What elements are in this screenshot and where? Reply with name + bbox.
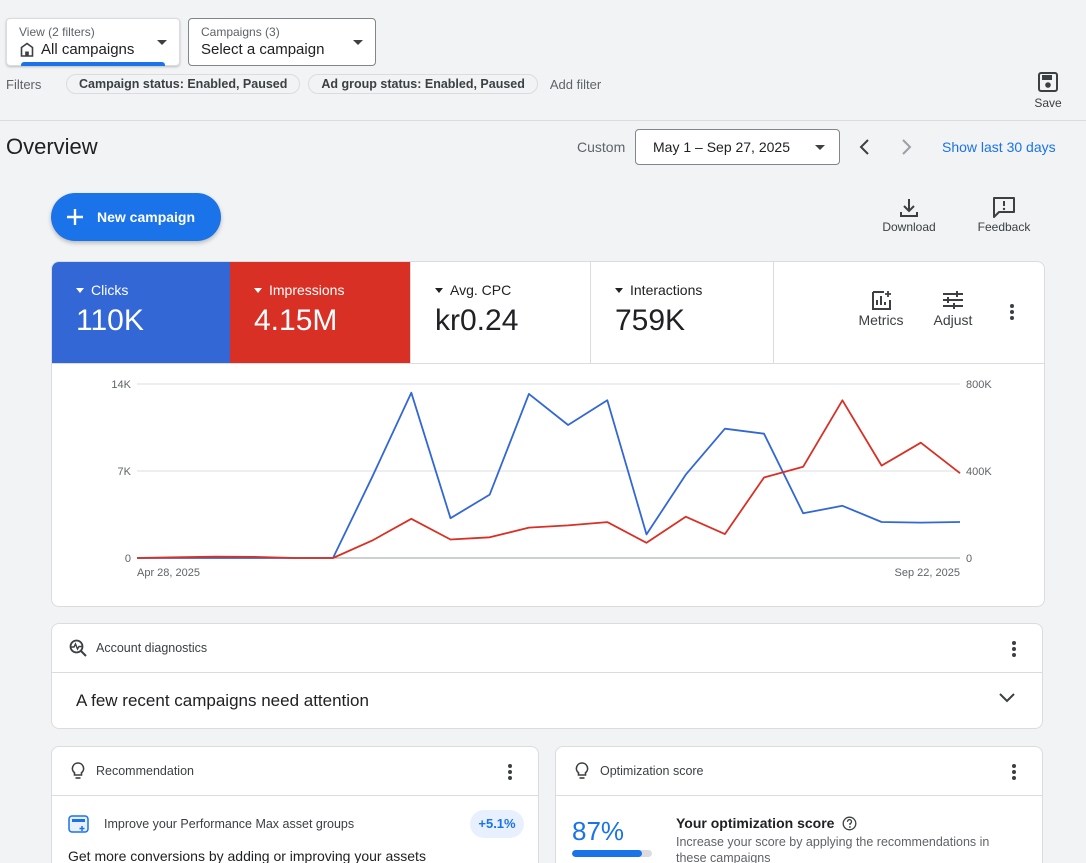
chevron-right-icon[interactable] — [896, 137, 916, 157]
y-right-tick-label: 0 — [966, 553, 972, 565]
new-campaign-label: New campaign — [97, 209, 196, 225]
optimization-heading: Your optimization score — [676, 815, 857, 831]
optimization-heading-text: Your optimization score — [676, 815, 835, 831]
filters-label: Filters — [6, 76, 42, 92]
campaign-picker[interactable]: Campaigns (3) Select a campaign — [188, 18, 376, 66]
chevron-down-icon[interactable] — [998, 692, 1016, 704]
x-tick-label-end: Sep 22, 2025 — [895, 567, 960, 579]
add-chart-icon — [872, 291, 891, 310]
chevron-down-icon — [157, 40, 167, 45]
more-vert-icon[interactable] — [1010, 640, 1018, 658]
date-custom-label: Custom — [577, 139, 626, 155]
scorecard-name: Clicks — [91, 282, 129, 298]
y-left-tick-label: 14K — [111, 379, 131, 391]
chevron-down-icon — [815, 145, 825, 150]
series-line-impressions — [136, 399, 961, 559]
date-range-value: May 1 – Sep 27, 2025 — [653, 139, 790, 155]
view-picker-caption: View (2 filters) — [19, 25, 95, 39]
filter-chip-campaign-status[interactable]: Campaign status: Enabled, Paused — [66, 74, 301, 94]
date-range-select[interactable]: May 1 – Sep 27, 2025 — [635, 129, 840, 165]
dropdown-triangle-icon[interactable] — [615, 287, 623, 293]
lightbulb-icon — [575, 762, 589, 779]
save-button[interactable]: Save — [1030, 72, 1066, 110]
page-title: Overview — [6, 134, 98, 159]
header-divider — [0, 120, 1086, 121]
view-picker-underline — [21, 62, 165, 66]
save-icon — [1038, 72, 1058, 92]
campaign-picker-caption: Campaigns (3) — [201, 25, 280, 39]
plus-icon — [67, 209, 83, 225]
scorecard-impressions[interactable]: Impressions 4.15M — [230, 262, 410, 363]
view-picker[interactable]: View (2 filters) All campaigns — [6, 18, 180, 66]
dropdown-triangle-icon[interactable] — [254, 287, 262, 293]
more-vert-icon[interactable] — [1010, 763, 1018, 781]
scorecard-name: Impressions — [269, 282, 345, 298]
download-button[interactable]: Download — [876, 196, 942, 234]
uplift-badge: +5.1% — [470, 810, 524, 838]
y-left-tick-label: 7K — [118, 466, 132, 478]
scorecard-clicks[interactable]: Clicks 110K — [52, 262, 230, 363]
performance-chart: 14K 800K 7K 400K 0 0 Apr 28, 2025 Sep 22, 2025 — [111, 379, 992, 579]
optimization-description: Increase your score by applying the reco… — [676, 835, 990, 863]
dropdown-triangle-icon[interactable] — [76, 287, 84, 293]
account-diagnostics-card: Account diagnostics A few recent campaig… — [51, 623, 1043, 729]
metrics-label: Metrics — [858, 312, 904, 328]
adjust-label: Adjust — [933, 312, 973, 328]
chevron-down-icon — [353, 40, 363, 45]
optimization-title: Optimization score — [600, 764, 704, 778]
show-last-30-days-link[interactable]: Show last 30 days — [942, 139, 1056, 155]
feedback-icon — [993, 197, 1015, 218]
diagnostics-message[interactable]: A few recent campaigns need attention — [76, 691, 369, 710]
scorecard-name: Interactions — [630, 282, 703, 298]
y-left-tick-label: 0 — [125, 553, 131, 565]
scorecard-value: 110K — [76, 304, 144, 337]
lightbulb-icon — [71, 762, 85, 779]
diagnostics-icon — [69, 639, 87, 657]
tune-icon — [943, 291, 963, 309]
filter-chip-ad-group-status[interactable]: Ad group status: Enabled, Paused — [308, 74, 538, 94]
performance-card: Clicks 110K Impressions 4.15M Avg. CPC k… — [51, 261, 1045, 607]
view-picker-value: All campaigns — [41, 41, 135, 58]
y-right-tick-label: 800K — [966, 379, 992, 391]
new-campaign-button[interactable]: New campaign — [51, 193, 221, 241]
metrics-button[interactable]: Metrics — [854, 290, 908, 328]
recommendation-description: Get more conversions by adding or improv… — [68, 848, 426, 863]
chevron-left-icon[interactable] — [855, 137, 875, 157]
help-icon[interactable] — [842, 816, 857, 831]
chart-tools: Metrics Adjust — [773, 262, 1044, 363]
diagnostics-title: Account diagnostics — [96, 641, 208, 655]
scorecard-value: 4.15M — [254, 304, 338, 337]
more-vert-icon[interactable] — [1008, 302, 1016, 322]
scorecard-name: Avg. CPC — [450, 282, 512, 298]
download-label: Download — [882, 220, 936, 234]
add-filter-link[interactable]: Add filter — [549, 76, 602, 92]
optimization-percent: 87% — [572, 816, 625, 846]
more-vert-icon[interactable] — [506, 763, 514, 781]
optimization-score-card: Optimization score 87% Your optimization… — [555, 746, 1043, 863]
scorecard-interactions[interactable]: Interactions 759K — [590, 262, 770, 363]
optimization-progress-bar — [572, 850, 652, 857]
scorecard-value: 759K — [615, 304, 686, 337]
campaign-picker-value: Select a campaign — [201, 41, 325, 58]
adjust-button[interactable]: Adjust — [930, 290, 976, 328]
scorecard-value: kr0.24 — [435, 304, 519, 337]
save-label: Save — [1034, 96, 1062, 110]
recommendation-item[interactable]: Improve your Performance Max asset group… — [52, 796, 538, 838]
series-line-clicks — [137, 391, 961, 559]
optimization-progress-fill — [572, 850, 642, 857]
asset-group-icon — [68, 815, 89, 833]
home-icon — [20, 42, 34, 57]
scorecards: Clicks 110K Impressions 4.15M Avg. CPC k… — [52, 262, 1044, 364]
download-icon — [900, 199, 918, 217]
scorecard-avg-cpc[interactable]: Avg. CPC kr0.24 — [410, 262, 590, 363]
recommendation-item-title: Improve your Performance Max asset group… — [104, 817, 355, 831]
x-tick-label-start: Apr 28, 2025 — [137, 567, 200, 579]
dropdown-triangle-icon[interactable] — [435, 287, 443, 293]
feedback-label: Feedback — [977, 220, 1031, 234]
y-right-tick-label: 400K — [966, 466, 992, 478]
recommendation-title: Recommendation — [96, 764, 194, 778]
recommendation-card: Recommendation Improve your Performance … — [51, 746, 539, 863]
filters-row: Filters Campaign status: Enabled, Paused… — [6, 74, 601, 94]
feedback-button[interactable]: Feedback — [972, 196, 1036, 234]
